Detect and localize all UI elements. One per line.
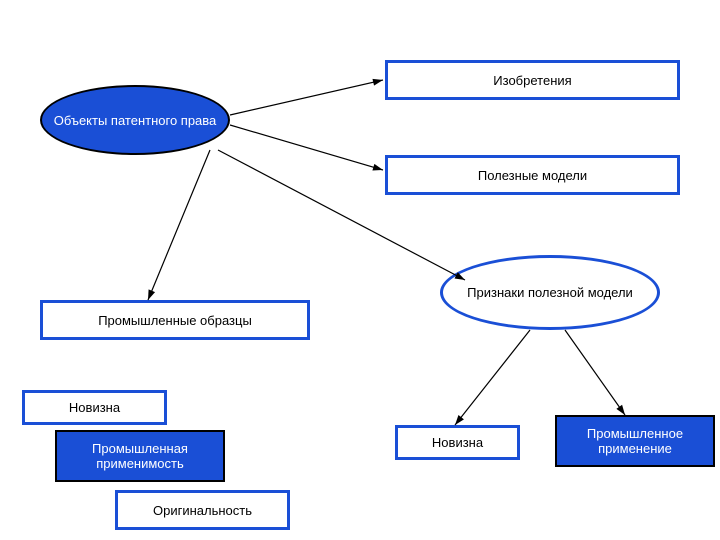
node-industrial-samples-label: Промышленные образцы: [98, 313, 252, 328]
node-objects: Объекты патентного права: [40, 85, 230, 155]
node-objects-label: Объекты патентного права: [54, 113, 217, 128]
node-inventions: Изобретения: [385, 60, 680, 100]
node-signs-label: Признаки полезной модели: [467, 285, 633, 300]
node-novelty2: Новизна: [395, 425, 520, 460]
node-originality: Оригинальность: [115, 490, 290, 530]
node-useful-models: Полезные модели: [385, 155, 680, 195]
node-novelty1-label: Новизна: [69, 400, 120, 415]
node-signs-useful-model: Признаки полезной модели: [440, 255, 660, 330]
node-industrial-samples: Промышленные образцы: [40, 300, 310, 340]
node-industrial-applicability-label: Промышленная применимость: [65, 441, 215, 471]
node-novelty2-label: Новизна: [432, 435, 483, 450]
node-novelty1: Новизна: [22, 390, 167, 425]
node-industrial-applicability: Промышленная применимость: [55, 430, 225, 482]
node-industrial-use-label: Промышленное применение: [565, 426, 705, 456]
node-useful-models-label: Полезные модели: [478, 168, 587, 183]
node-originality-label: Оригинальность: [153, 503, 252, 518]
node-inventions-label: Изобретения: [493, 73, 571, 88]
node-industrial-use: Промышленное применение: [555, 415, 715, 467]
